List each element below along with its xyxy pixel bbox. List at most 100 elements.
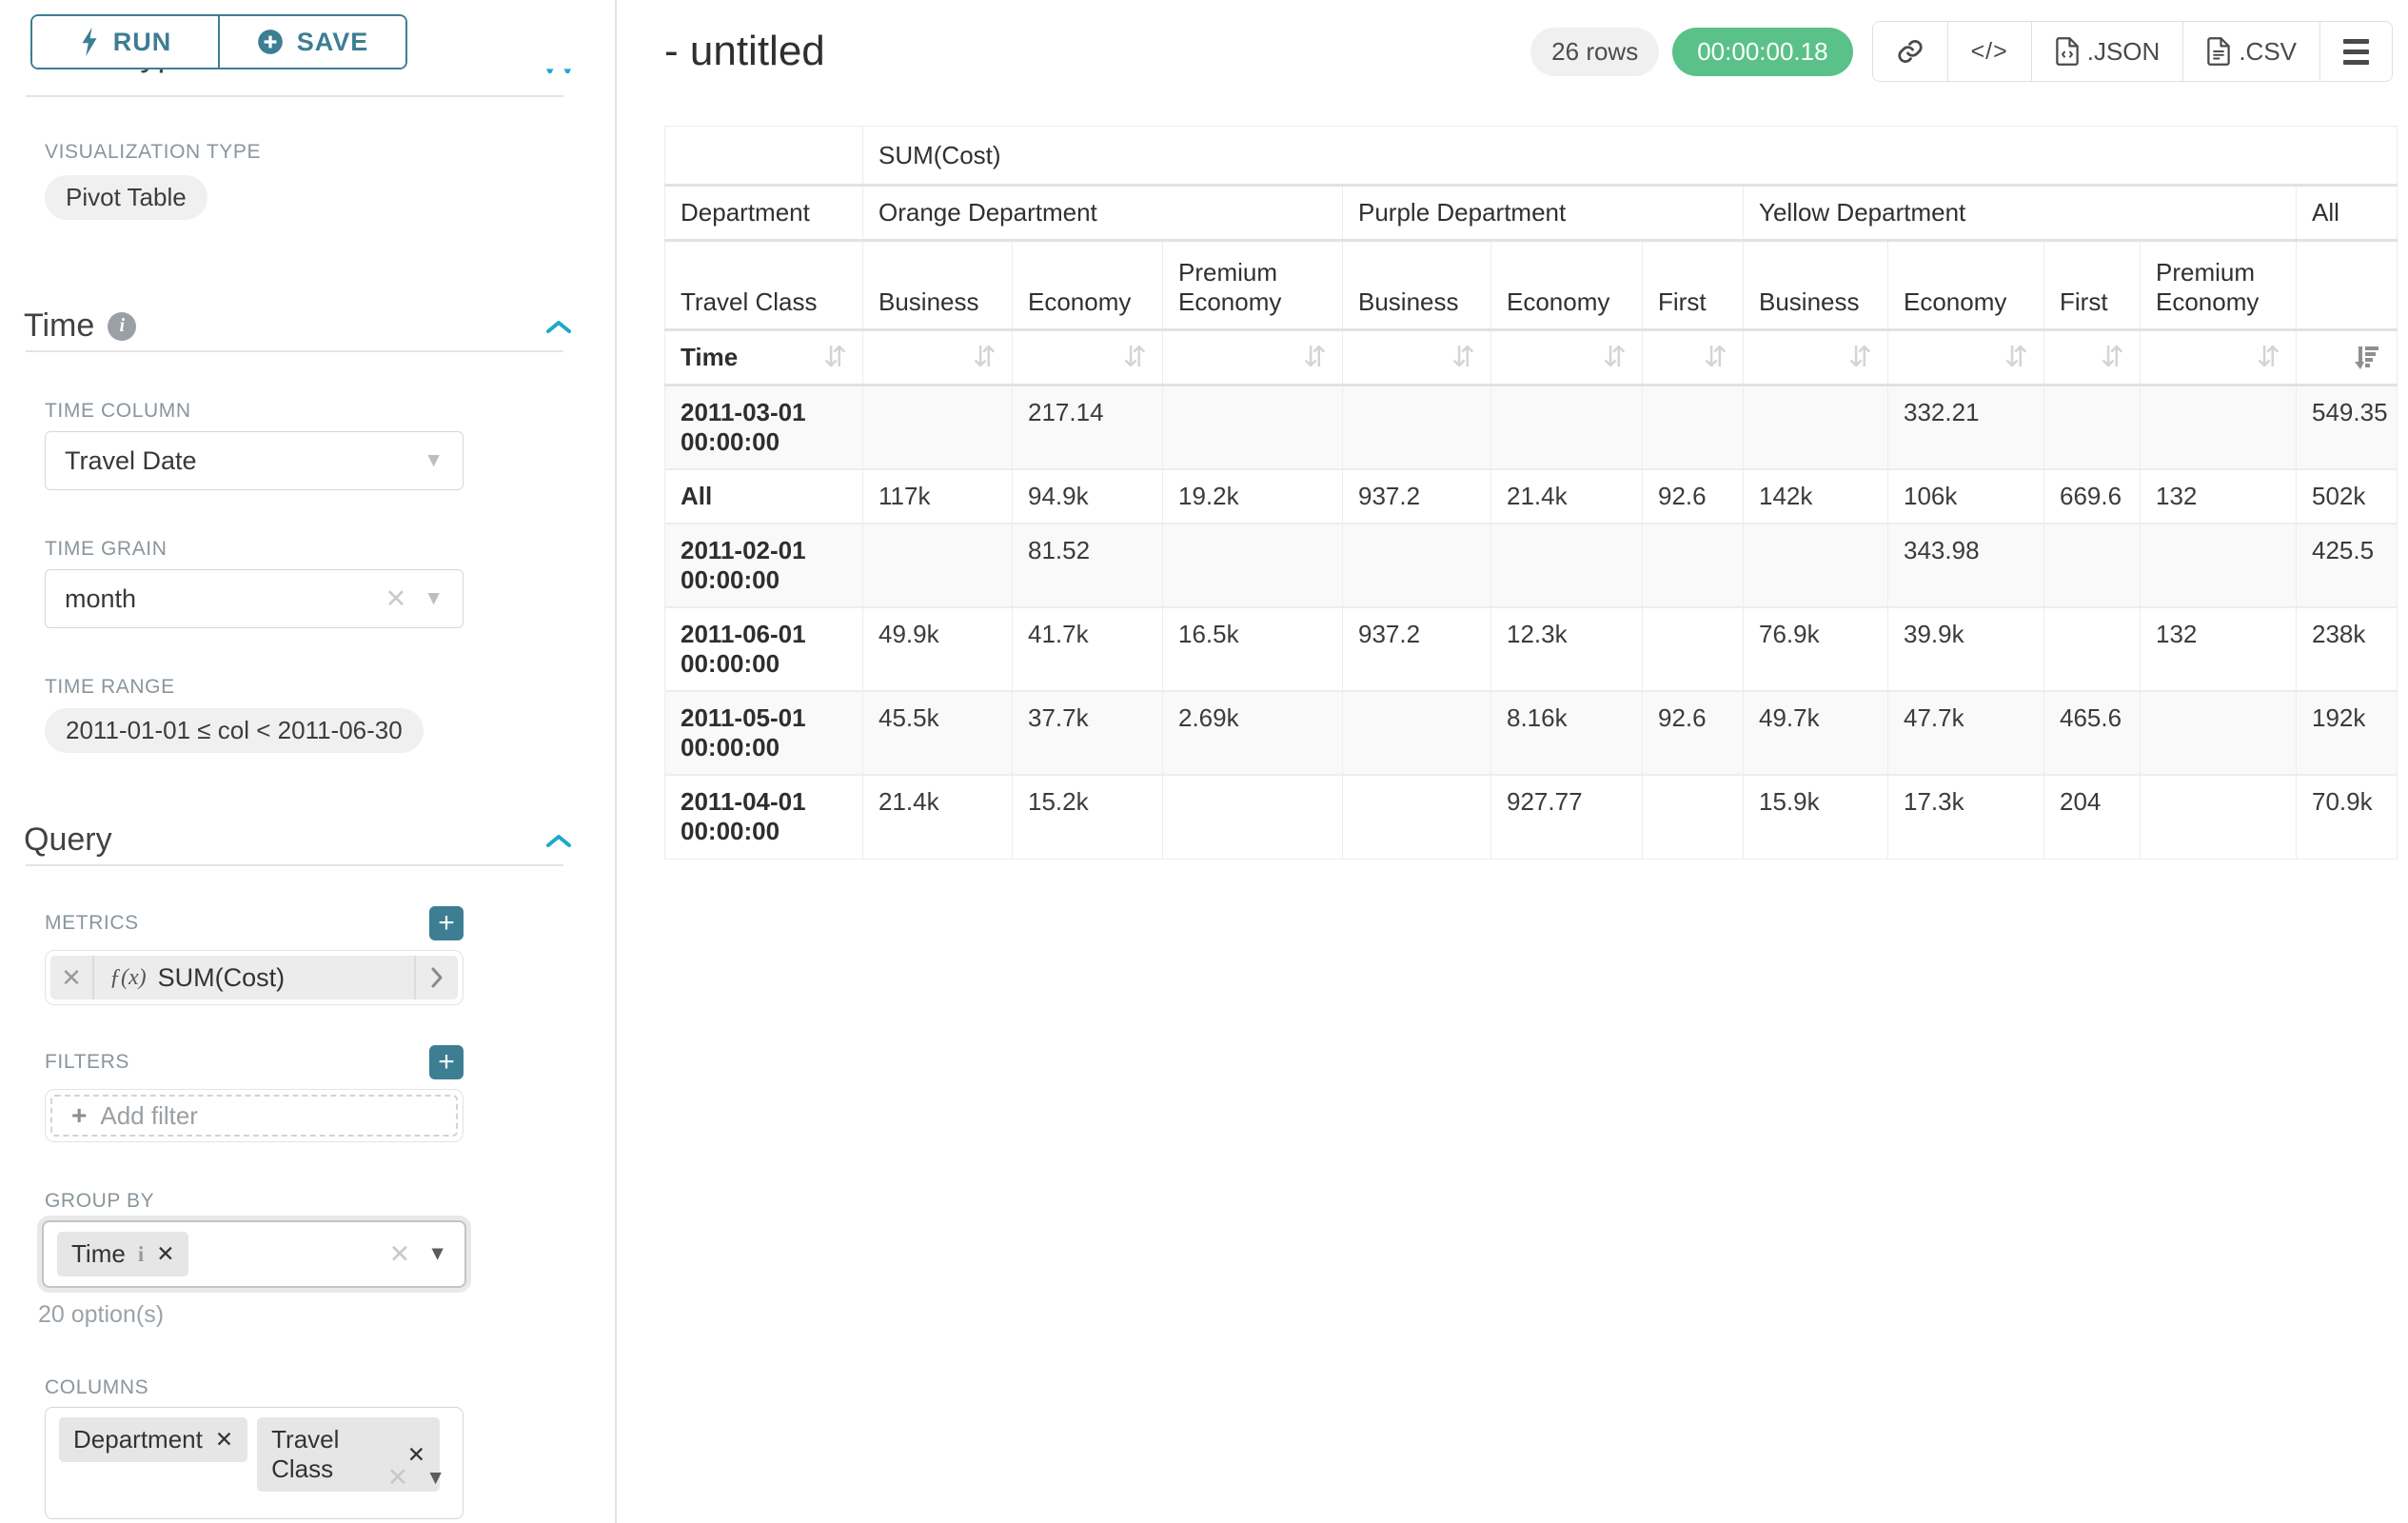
cell <box>1343 524 1491 607</box>
export-json-button[interactable]: .JSON <box>2031 22 2183 81</box>
clear-icon[interactable]: ✕ <box>385 584 407 614</box>
run-button[interactable]: RUN <box>32 16 218 68</box>
chevron-right-icon[interactable] <box>414 956 458 999</box>
collapse-chevron-up-icon[interactable] <box>546 320 571 333</box>
query-title-text: Query <box>24 821 112 859</box>
cell <box>2141 691 2297 775</box>
export-csv-button[interactable]: .CSV <box>2182 22 2319 81</box>
hamburger-icon <box>2343 39 2369 65</box>
sort-toggle-icon[interactable]: ⇵ <box>2004 344 2028 372</box>
cell: 332.21 <box>1888 386 2044 470</box>
select-controls: ✕ ▼ <box>387 1463 445 1493</box>
copy-link-button[interactable] <box>1873 22 1947 81</box>
metrics-label-row: METRICS + <box>45 906 464 940</box>
add-metric-button[interactable]: + <box>429 906 464 940</box>
clear-icon[interactable]: ✕ <box>389 1239 411 1269</box>
cell <box>1643 607 1744 691</box>
subcol-header: Premium Economy <box>2141 241 2297 330</box>
columns-select[interactable]: Department ✕ Travel Class ✕ ✕ ▼ <box>45 1407 464 1519</box>
time-section-header: Time i <box>24 307 571 345</box>
cell: 17.3k <box>1888 775 2044 859</box>
group-header: Orange Department <box>863 186 1343 241</box>
menu-button[interactable] <box>2319 22 2392 81</box>
sort-toggle-icon[interactable]: ⇵ <box>1451 344 1475 372</box>
embed-code-button[interactable]: </> <box>1947 22 2031 81</box>
sort-toggle-icon[interactable]: ⇵ <box>2257 344 2280 372</box>
cell <box>1491 386 1643 470</box>
cell <box>1343 691 1491 775</box>
table-row: 2011-06-01 00:00:00 49.9k 41.7k 16.5k 93… <box>665 607 2398 691</box>
subcol-header: Economy <box>1491 241 1643 330</box>
explore-page: Chart Type ▾▾ RUN SAVE VISUALIZATION TYP… <box>0 0 2408 1523</box>
chevron-down-icon[interactable]: ▼ <box>427 1243 447 1266</box>
columns-tag: Department ✕ <box>59 1417 247 1462</box>
chart-header: - untitled 26 rows 00:00:00.18 </> <box>664 21 2408 82</box>
sort-toggle-icon[interactable]: ⇵ <box>973 344 997 372</box>
cell <box>1744 524 1888 607</box>
metric-pill[interactable]: ✕ ƒ(x) SUM(Cost) <box>50 956 458 999</box>
time-title-text: Time <box>24 307 94 345</box>
remove-tag-icon[interactable]: ✕ <box>215 1427 233 1453</box>
filters-label-row: FILTERS + <box>45 1045 464 1079</box>
cell: 19.2k <box>1163 469 1343 524</box>
sort-toggle-icon[interactable]: ⇵ <box>823 344 847 372</box>
cell <box>2141 524 2297 607</box>
sort-toggle-icon[interactable]: ⇵ <box>2101 344 2124 372</box>
cell: 49.9k <box>863 607 1013 691</box>
cell: 204 <box>2044 775 2141 859</box>
table-row: All 117k 94.9k 19.2k 937.2 21.4k 92.6 14… <box>665 469 2398 524</box>
subcol-header: Economy <box>1013 241 1163 330</box>
group-by-select[interactable]: Time i ✕ ✕ ▼ <box>42 1220 466 1288</box>
save-button[interactable]: SAVE <box>218 16 405 68</box>
chevron-down-icon[interactable]: ▼ <box>425 1467 445 1490</box>
cell: 937.2 <box>1343 607 1491 691</box>
cell <box>2141 386 2297 470</box>
remove-metric-icon[interactable]: ✕ <box>50 956 94 999</box>
sort-toggle-icon[interactable]: ⇵ <box>1704 344 1727 372</box>
cell: 2.69k <box>1163 691 1343 775</box>
add-filter-plus-button[interactable]: + <box>429 1045 464 1079</box>
sort-descending-active-icon[interactable] <box>2353 344 2381 372</box>
plus-icon: + <box>71 1100 87 1131</box>
corner-cell <box>665 127 863 186</box>
cell <box>1163 775 1343 859</box>
code-icon: </> <box>1971 38 2008 66</box>
collapse-chevron-up-icon[interactable] <box>546 834 571 847</box>
chart-title[interactable]: - untitled <box>664 28 825 75</box>
tag-label: Department <box>73 1425 203 1454</box>
cell: 106k <box>1888 469 2044 524</box>
cell: 12.3k <box>1491 607 1643 691</box>
chevron-down-icon[interactable]: ▼ <box>424 587 444 610</box>
cell: 549.35 <box>2297 386 2398 470</box>
clear-icon[interactable]: ✕ <box>387 1463 409 1493</box>
sort-toggle-icon[interactable]: ⇵ <box>1303 344 1327 372</box>
metrics-container: ✕ ƒ(x) SUM(Cost) <box>45 950 464 1005</box>
cell: 37.7k <box>1013 691 1163 775</box>
sort-toggle-icon[interactable]: ⇵ <box>1603 344 1627 372</box>
plus-circle-icon <box>257 29 284 55</box>
time-grain-select[interactable]: month ✕ ▼ <box>45 569 464 628</box>
visualization-type-value[interactable]: Pivot Table <box>45 175 207 220</box>
sort-toggle-icon[interactable]: ⇵ <box>1848 344 1872 372</box>
export-json-label: .JSON <box>2087 37 2161 67</box>
chevron-down-icon[interactable]: ▼ <box>424 449 444 472</box>
remove-tag-icon[interactable]: ✕ <box>156 1241 174 1267</box>
export-button-group: </> .JSON <box>1872 21 2393 82</box>
sort-toggle-icon[interactable]: ⇵ <box>1123 344 1147 372</box>
add-filter-button[interactable]: + Add filter <box>50 1095 458 1137</box>
query-section-header: Query <box>24 821 571 859</box>
cell <box>2044 386 2141 470</box>
chart-header-controls: 26 rows 00:00:00.18 </> <box>1530 21 2393 82</box>
time-range-value[interactable]: 2011-01-01 ≤ col < 2011-06-30 <box>45 708 424 753</box>
link-icon <box>1896 37 1924 66</box>
cell <box>1643 386 1744 470</box>
time-column-select[interactable]: Travel Date ▼ <box>45 431 464 490</box>
metrics-label: METRICS <box>45 912 139 935</box>
row-label: 2011-03-01 00:00:00 <box>665 386 863 470</box>
subcol-header: Business <box>1744 241 1888 330</box>
metric-value: SUM(Cost) <box>158 963 286 993</box>
info-icon[interactable]: i <box>108 312 136 341</box>
tag-info-icon[interactable]: i <box>138 1242 144 1267</box>
cell <box>2141 775 2297 859</box>
cell <box>863 524 1013 607</box>
